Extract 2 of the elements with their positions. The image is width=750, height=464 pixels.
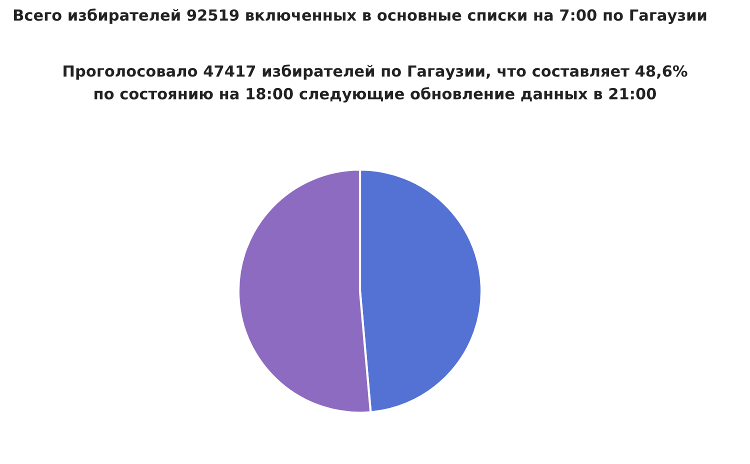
- chart-subtitle: Проголосовало 47417 избирателей по Гагаузии, что составляет 48,6% по состоянию на 18:00 следующие обновление данных в 21:00: [64, 64, 688, 103]
- chart-title: Всего избирателей 92519 включенных в основные списки на 7:00 по Гагаузии: [14, 8, 706, 24]
